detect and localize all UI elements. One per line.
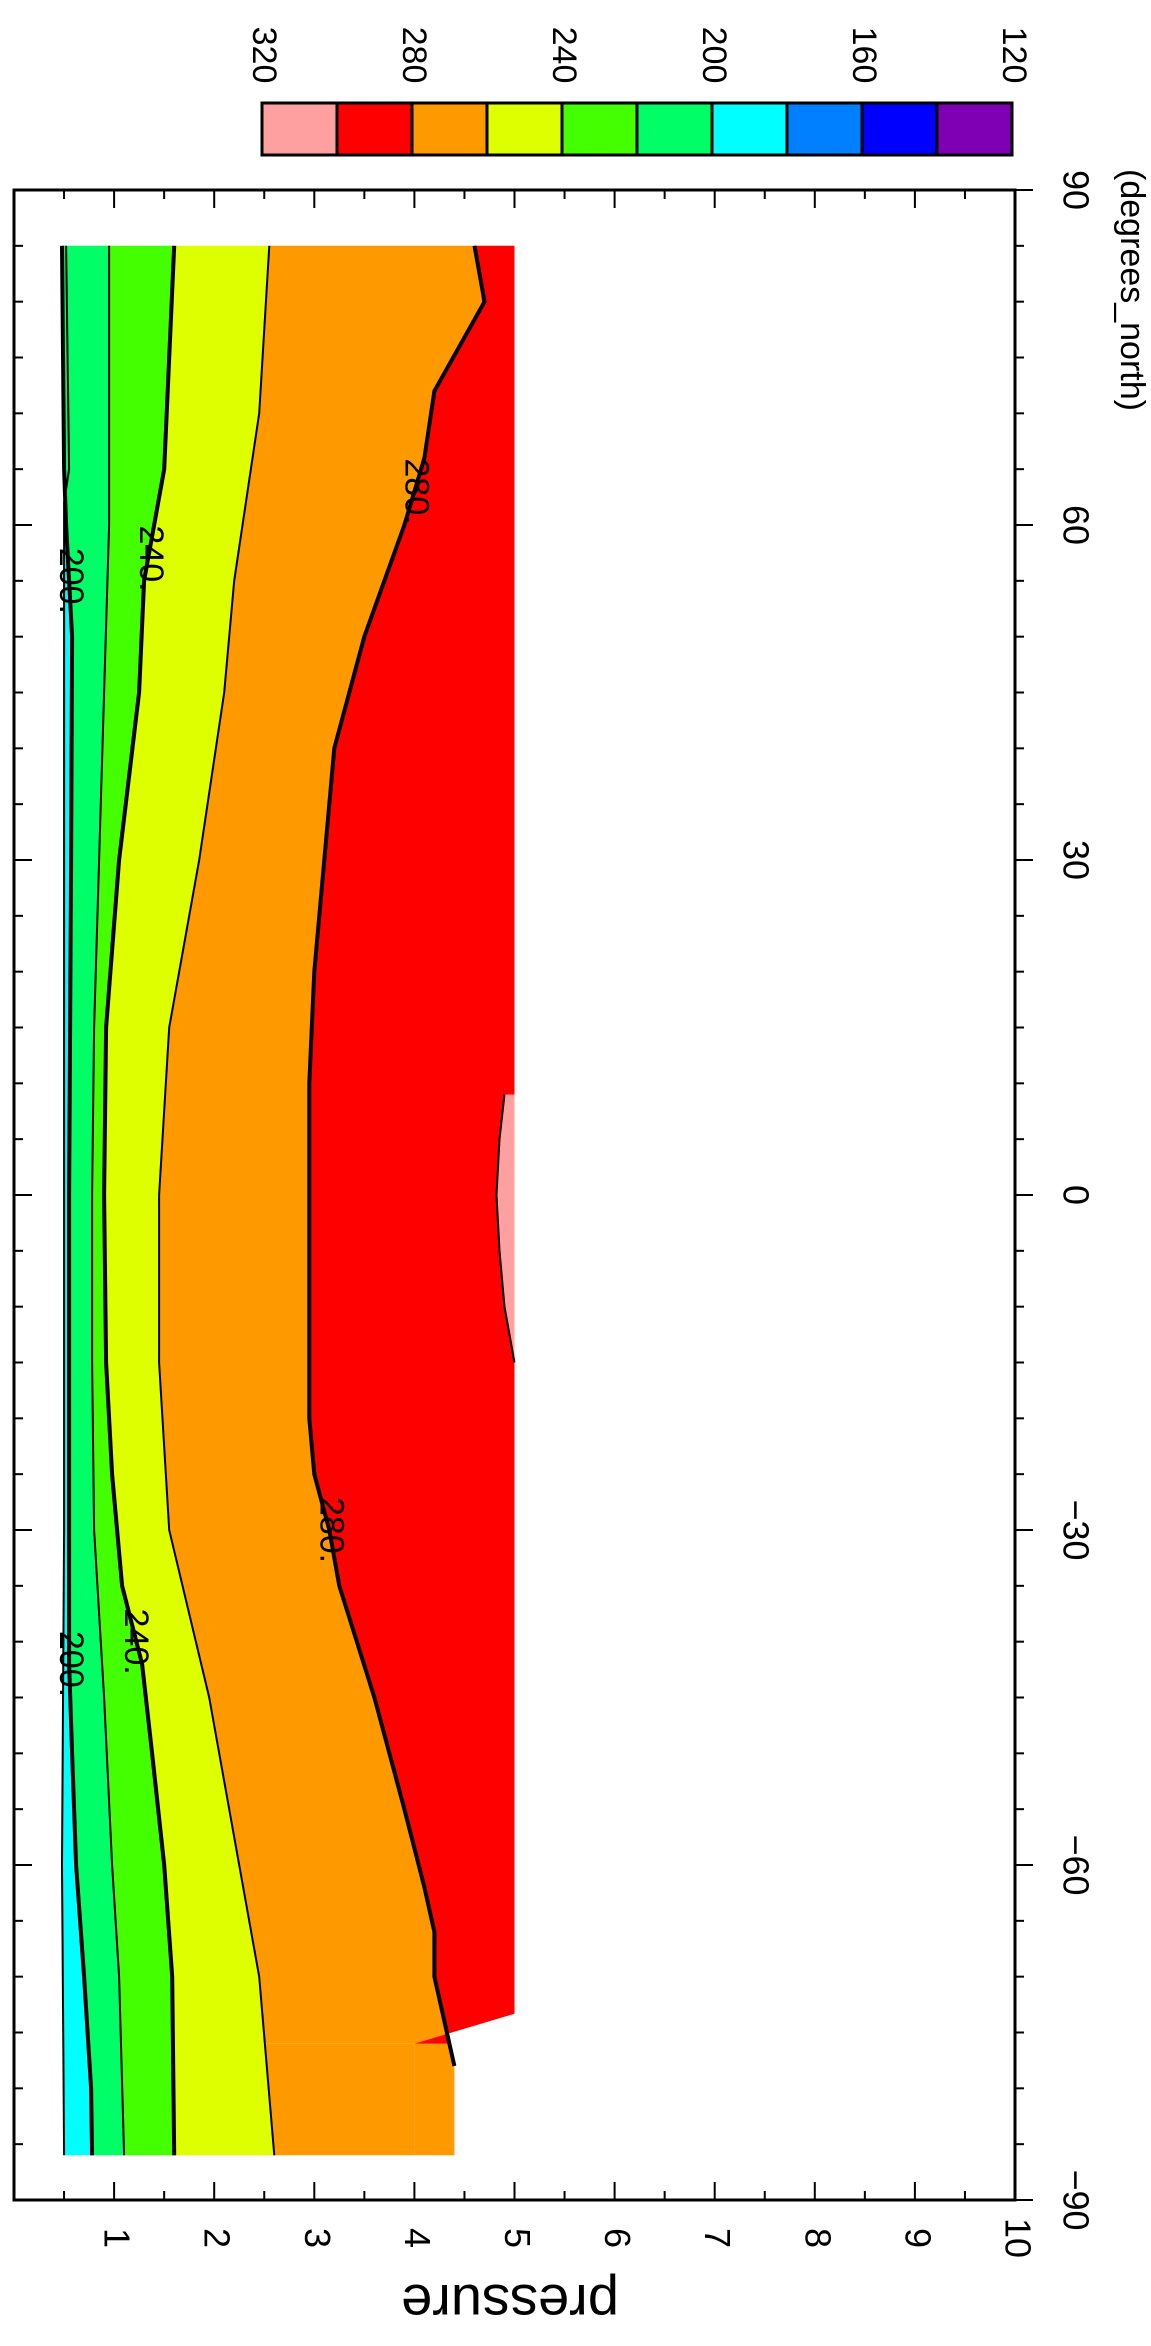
x-tick-label: −60: [1055, 1834, 1096, 1895]
contour-lines: [60, 245, 516, 2156]
band-200-220: [62, 245, 125, 2156]
colorbar-swatch: [260, 101, 339, 157]
x-tick-label: 60: [1055, 505, 1096, 545]
contour-line-280: [307, 245, 487, 2067]
y-axis-ticks: 1 2 3 4 5 6 7 8 9 10: [13, 190, 1038, 2258]
y-tick-label: 8: [797, 2228, 838, 2248]
contour-line-200: [60, 245, 95, 2156]
colorbar-tick-label: 320: [245, 27, 283, 84]
y-tick-label: 4: [397, 2228, 438, 2248]
contour-line-240: [102, 245, 177, 2156]
x-axis-label: (degrees_north): [1113, 169, 1151, 411]
band-260-280: [159, 245, 483, 2044]
colorbar-swatch: [860, 101, 939, 157]
contour-line-300: [495, 1094, 516, 1363]
band-280-300-south: [414, 2043, 455, 2156]
y-tick-label: 7: [697, 2228, 738, 2248]
colorbar: 120 160 200 240 280 320: [245, 27, 1033, 157]
y-tick-label: 9: [897, 2228, 938, 2248]
colorbar-swatch: [935, 101, 1014, 157]
band-260-280-south: [264, 2043, 415, 2156]
contour-label-0: 200.: [52, 1631, 90, 1697]
x-tick-label: −90: [1055, 2169, 1096, 2230]
band-300-320: [496, 1094, 515, 1363]
y-tick-label: 1: [97, 2228, 138, 2248]
colorbar-tick-label: 280: [395, 27, 433, 84]
contour-label-3: 200.: [52, 548, 90, 614]
colorbar-swatch: [635, 101, 714, 157]
y-axis-label: pressure: [401, 2273, 619, 2336]
y-tick-label: 2: [197, 2228, 238, 2248]
contour-label-4: 240.: [132, 525, 170, 591]
colorbar-tick-label: 120: [995, 27, 1033, 84]
contour-line-260: [158, 245, 276, 2156]
contour-label-1: 240.: [117, 1609, 155, 1675]
colorbar-swatch: [335, 101, 414, 157]
contour-label-5: 280.: [397, 458, 435, 524]
x-tick-label: 0: [1055, 1185, 1096, 1205]
x-tick-label: 30: [1055, 840, 1096, 880]
colorbar-swatch: [485, 101, 564, 157]
colorbar-swatch: [710, 101, 789, 157]
x-tick-label: 90: [1055, 170, 1096, 210]
contour-label-2: 280.: [312, 1497, 350, 1563]
colorbar-tick-label: 240: [545, 27, 583, 84]
band-180-200: [62, 245, 93, 2156]
y-tick-label: 5: [497, 2228, 538, 2248]
y-tick-label: 10: [997, 2218, 1038, 2258]
y-tick-label: 3: [297, 2228, 338, 2248]
colorbar-swatch: [785, 101, 864, 157]
x-axis-ticks: −90 −60 −30 0 30 60 90: [14, 170, 1096, 2231]
colorbar-tick-label: 160: [845, 27, 883, 84]
band-280-300: [309, 245, 515, 2044]
x-tick-label: −30: [1055, 1499, 1096, 1560]
colorbar-swatch: [410, 101, 489, 157]
color-fill-bands: [62, 245, 515, 2156]
contour-labels: 200. 240. 280. 200. 240. 280.: [52, 458, 435, 1697]
y-tick-label: 6: [597, 2228, 638, 2248]
contour-line-220: [91, 245, 126, 2156]
colorbar-tick-label: 200: [695, 27, 733, 84]
band-240-260: [104, 245, 275, 2156]
colorbar-swatch: [560, 101, 639, 157]
band-220-240: [92, 245, 175, 2156]
contour-line-180: [60, 245, 71, 2156]
plot-area: 200. 240. 280. 200. 240. 280. −90 −60 −30 0 30 60 90…: [12, 27, 1151, 2336]
